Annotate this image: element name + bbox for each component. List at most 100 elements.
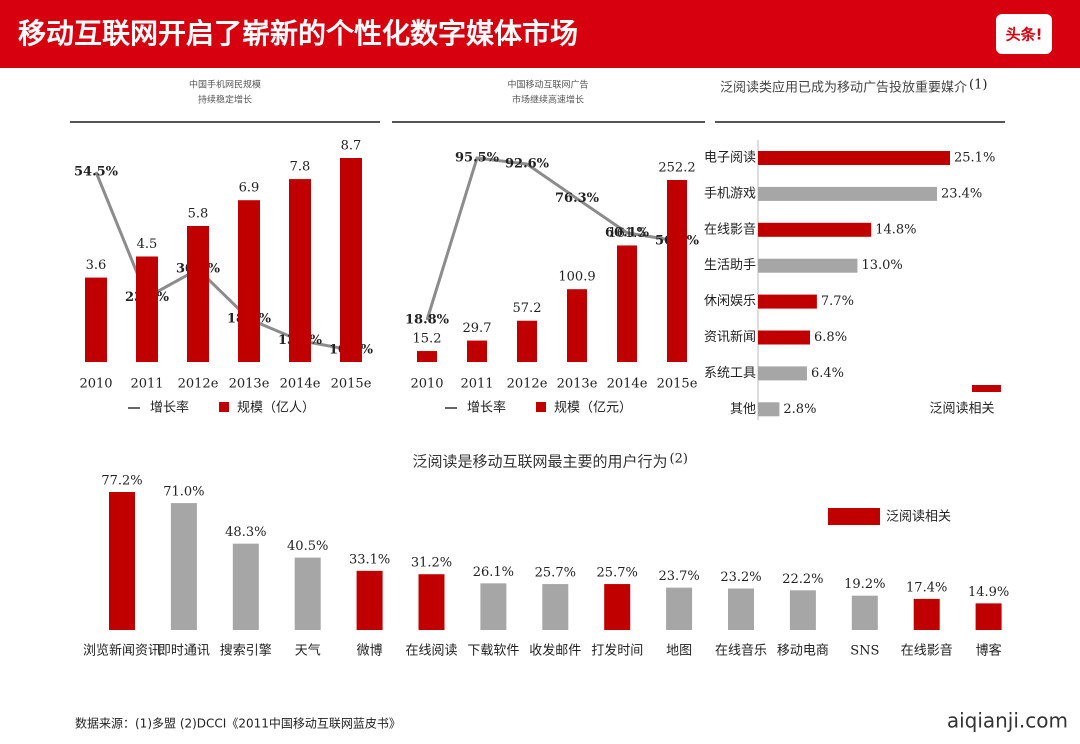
bar-label: 6.8% xyxy=(814,330,847,345)
bar-label: 25.7% xyxy=(535,566,576,581)
x-tick-label: 天气 xyxy=(295,643,321,659)
slide-title: 移动互联网开启了崭新的个性化数字媒体市场 xyxy=(18,17,578,50)
bar xyxy=(666,587,693,630)
bar-label: 13.0% xyxy=(861,258,902,273)
bar xyxy=(567,289,587,362)
bar xyxy=(136,256,158,362)
bar xyxy=(289,179,311,362)
y-tick-label: 在线影音 xyxy=(704,221,756,237)
bar xyxy=(758,330,811,345)
legend-label: 增长率 xyxy=(150,400,189,416)
x-tick-label: 在线阅读 xyxy=(405,644,457,659)
line-label: 18.8% xyxy=(405,313,450,328)
line-label: 92.6% xyxy=(505,157,550,172)
x-tick-label: 2014e xyxy=(280,377,321,392)
x-tick-label: 浏览新闻资讯 xyxy=(83,643,161,659)
y-tick-label: 电子阅读 xyxy=(704,151,756,166)
bar xyxy=(913,598,940,630)
x-tick-label: 2014e xyxy=(607,377,648,392)
bar-label: 3.6 xyxy=(86,258,107,273)
legend-swatch xyxy=(219,402,230,412)
growth-line xyxy=(94,171,352,352)
bar xyxy=(667,180,687,362)
bar-label: 8.7 xyxy=(341,139,362,154)
chart-subtitle: 持续稳定增长 xyxy=(198,94,252,106)
bar xyxy=(340,158,362,362)
header-band xyxy=(0,0,1080,68)
bar xyxy=(542,584,569,630)
bar-label: 29.7 xyxy=(463,321,492,336)
x-tick-label: 2010 xyxy=(410,377,443,392)
bar-label: 22.2% xyxy=(782,572,823,587)
bar-label: 4.5 xyxy=(137,237,158,252)
x-tick-label: 微博 xyxy=(357,644,383,659)
bar xyxy=(604,584,631,630)
y-tick-label: 生活助手 xyxy=(704,258,756,273)
bar xyxy=(294,557,321,630)
bar-label: 71.0% xyxy=(163,485,204,500)
bar xyxy=(109,492,135,630)
x-tick-label: 下载软件 xyxy=(467,644,519,659)
bar-label: 19.2% xyxy=(844,577,885,592)
bar xyxy=(238,200,260,362)
bar-label: 15.2 xyxy=(413,332,442,347)
bar-label: 77.2% xyxy=(101,474,142,489)
x-tick-label: 即时通讯 xyxy=(158,644,210,659)
bar xyxy=(975,603,1002,630)
bar xyxy=(85,277,107,362)
bar-label: 40.5% xyxy=(287,539,328,554)
x-tick-label: 2012e xyxy=(507,377,548,392)
bar xyxy=(480,583,507,630)
line-label: 76.3% xyxy=(555,191,600,206)
bar-label: 23.7% xyxy=(658,569,699,584)
bar xyxy=(170,503,197,630)
bar-label: 161.5 xyxy=(608,226,645,241)
y-tick-label: 资讯新闻 xyxy=(704,329,756,345)
bar xyxy=(187,226,209,362)
bar xyxy=(758,402,780,417)
bar xyxy=(758,294,817,309)
bar xyxy=(232,543,259,630)
legend-label: 增长率 xyxy=(467,400,506,416)
bar xyxy=(728,588,754,630)
title-note: (1) xyxy=(969,78,987,93)
bar-label: 17.4% xyxy=(906,580,947,595)
bar-label: 33.1% xyxy=(349,552,390,567)
bar-label: 7.7% xyxy=(821,294,854,309)
chart-subtitle: 市场继续高速增长 xyxy=(512,94,584,106)
bar xyxy=(758,151,950,165)
bar xyxy=(418,574,445,630)
line-label: 60.1% xyxy=(605,225,650,240)
source-note: 数据来源：(1)多盟 (2)DCCI《2011中国移动互联网蓝皮书》 xyxy=(75,716,401,731)
legend-label: 泛阅读相关 xyxy=(929,402,994,417)
bar xyxy=(467,340,487,362)
bar xyxy=(789,590,816,630)
bar xyxy=(356,570,383,630)
y-tick-label: 系统工具 xyxy=(704,366,756,381)
x-tick-label: 2011 xyxy=(130,377,163,392)
y-tick-label: 休闲娱乐 xyxy=(704,294,756,309)
bar-label: 23.4% xyxy=(941,186,982,201)
chart-title: 泛阅读类应用已成为移动广告投放重要媒介 xyxy=(720,80,967,96)
x-tick-label: 打发时间 xyxy=(591,643,643,659)
bar xyxy=(617,245,637,362)
bar-label: 100.9 xyxy=(558,270,595,285)
bar-label: 23.2% xyxy=(720,570,761,585)
y-tick-label: 其他 xyxy=(730,402,756,417)
x-tick-label: 收发邮件 xyxy=(529,643,581,659)
bar-label: 25.1% xyxy=(954,151,995,166)
legend-label: 规模（亿人） xyxy=(237,401,315,416)
x-tick-label: 2012e xyxy=(178,377,219,392)
title-note: (2) xyxy=(670,452,688,467)
x-tick-label: 2010 xyxy=(79,377,112,392)
legend-swatch xyxy=(828,508,880,525)
x-tick-label: 搜索引擎 xyxy=(220,644,272,659)
bar-label: 31.2% xyxy=(411,556,452,571)
legend-swatch xyxy=(536,402,547,412)
bar-label: 25.7% xyxy=(597,566,638,581)
line-label: 54.5% xyxy=(74,165,119,180)
x-tick-label: 移动电商 xyxy=(777,644,829,659)
bar-label: 26.1% xyxy=(473,565,514,580)
bar-label: 5.8 xyxy=(188,207,209,222)
bar-label: 6.4% xyxy=(811,366,844,381)
